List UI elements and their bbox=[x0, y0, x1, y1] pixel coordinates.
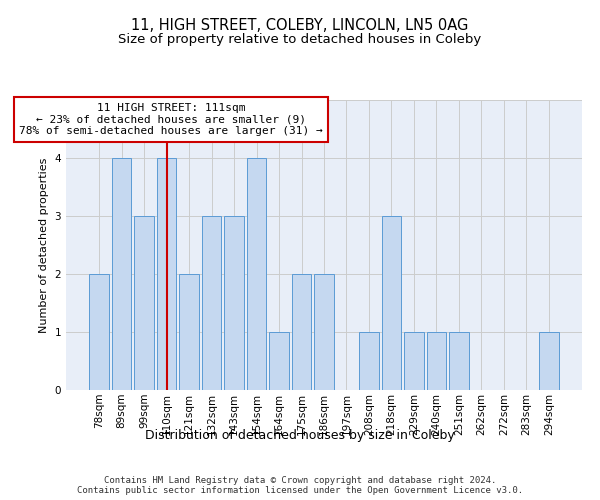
Bar bbox=[202, 216, 221, 390]
Bar bbox=[292, 274, 311, 390]
Text: Contains HM Land Registry data © Crown copyright and database right 2024.
Contai: Contains HM Land Registry data © Crown c… bbox=[77, 476, 523, 495]
Text: 11, HIGH STREET, COLEBY, LINCOLN, LN5 0AG: 11, HIGH STREET, COLEBY, LINCOLN, LN5 0A… bbox=[131, 18, 469, 32]
Bar bbox=[179, 274, 199, 390]
Bar bbox=[314, 274, 334, 390]
Y-axis label: Number of detached properties: Number of detached properties bbox=[39, 158, 49, 332]
Bar bbox=[247, 158, 266, 390]
Text: Size of property relative to detached houses in Coleby: Size of property relative to detached ho… bbox=[118, 32, 482, 46]
Bar bbox=[382, 216, 401, 390]
Text: 11 HIGH STREET: 111sqm
← 23% of detached houses are smaller (9)
78% of semi-deta: 11 HIGH STREET: 111sqm ← 23% of detached… bbox=[19, 103, 323, 136]
Bar bbox=[134, 216, 154, 390]
Bar bbox=[157, 158, 176, 390]
Text: Distribution of detached houses by size in Coleby: Distribution of detached houses by size … bbox=[145, 428, 455, 442]
Bar bbox=[89, 274, 109, 390]
Bar bbox=[269, 332, 289, 390]
Bar bbox=[224, 216, 244, 390]
Bar bbox=[449, 332, 469, 390]
Bar bbox=[427, 332, 446, 390]
Bar bbox=[404, 332, 424, 390]
Bar bbox=[539, 332, 559, 390]
Bar bbox=[359, 332, 379, 390]
Bar bbox=[112, 158, 131, 390]
